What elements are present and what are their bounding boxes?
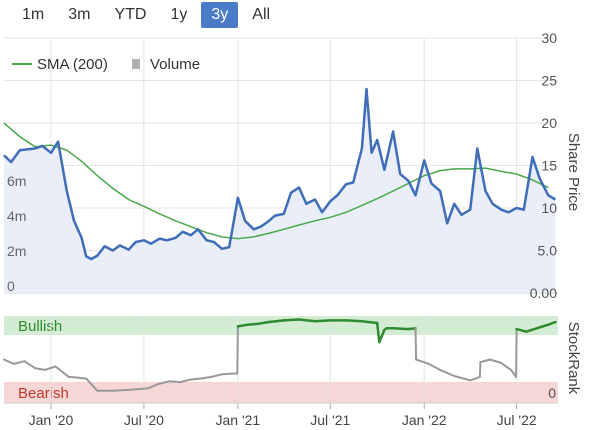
range-1m-button[interactable]: 1m bbox=[12, 2, 54, 28]
range-ytd-button[interactable]: YTD bbox=[104, 2, 156, 28]
sma-line bbox=[3, 122, 549, 240]
price-tick-label: 10 bbox=[541, 200, 557, 216]
stockrank-axis-label: StockRank bbox=[565, 322, 582, 395]
x-tick-label: Jul '22 bbox=[497, 412, 537, 428]
stockrank-segment bbox=[236, 325, 239, 375]
legend: SMA (200) Volume bbox=[12, 56, 200, 73]
price-tick-label: 25 bbox=[541, 73, 557, 89]
stockrank-segment bbox=[127, 388, 140, 391]
stockrank-segment bbox=[407, 326, 417, 331]
stockrank-min-tick: 0 bbox=[548, 385, 556, 401]
x-tick-label: Jul '20 bbox=[124, 412, 164, 428]
stockrank-segment bbox=[414, 327, 418, 361]
price-axis-ticks: 30 25 20 15 10 5.0 0.00 bbox=[530, 30, 557, 301]
bullish-band bbox=[4, 316, 558, 335]
stockrank-segment bbox=[515, 327, 528, 333]
range-all-button[interactable]: All bbox=[242, 2, 280, 28]
stockrank-segment bbox=[479, 358, 492, 364]
stockrank-segment bbox=[257, 320, 270, 326]
x-axis-ticks: Jan '20 Jul '20 Jan '21 Jul '21 Jan '22 Jul '… bbox=[4, 402, 558, 428]
stockrank-segment bbox=[199, 375, 213, 380]
stockrank-segment bbox=[54, 365, 65, 374]
price-line bbox=[3, 87, 557, 261]
stockrank-segment bbox=[12, 360, 26, 365]
stockrank-segment bbox=[246, 322, 260, 326]
stockrank-segment bbox=[478, 361, 482, 378]
range-3y-button[interactable]: 3y bbox=[201, 2, 239, 28]
price-points bbox=[3, 88, 556, 260]
stockrank-segment bbox=[62, 371, 70, 378]
x-tick-label: Jan '20 bbox=[29, 412, 74, 428]
price-tick-label: 15 bbox=[541, 158, 557, 174]
price-tick-label: 30 bbox=[541, 30, 557, 46]
stockrank-segment bbox=[221, 372, 239, 376]
stockrank-segment bbox=[515, 328, 518, 378]
stockrank-segment bbox=[439, 368, 456, 377]
bullish-label: Bullish bbox=[18, 318, 62, 335]
stockrank-segment bbox=[210, 373, 223, 378]
range-3m-button[interactable]: 3m bbox=[58, 2, 100, 28]
stockrank-segment bbox=[535, 323, 550, 330]
price-tick-label: 20 bbox=[541, 115, 557, 131]
stockrank-segment bbox=[85, 377, 99, 392]
stockrank-segment bbox=[427, 362, 442, 371]
volume-tick-label: 4m bbox=[7, 208, 26, 224]
price-tick-label: 5.0 bbox=[538, 243, 558, 259]
range-1y-button[interactable]: 1y bbox=[160, 2, 197, 28]
stockrank-segment bbox=[500, 362, 512, 371]
stockrank-segment bbox=[157, 380, 171, 385]
stockrank-segment bbox=[147, 382, 160, 390]
stockrank-segment bbox=[282, 318, 301, 322]
stockrank-segment bbox=[78, 376, 88, 380]
stockrank-segment bbox=[236, 323, 249, 328]
stockrank-segment bbox=[3, 358, 15, 365]
stockrank-segment bbox=[179, 378, 192, 384]
legend-volume-label: Volume bbox=[150, 56, 200, 73]
stockrank-segment bbox=[525, 326, 539, 333]
stockrank-segment bbox=[344, 319, 364, 323]
stockrank-segment bbox=[469, 375, 481, 382]
stockrank-segment bbox=[23, 360, 37, 370]
volume-axis-ticks: 0 2m 4m 6m bbox=[7, 173, 26, 294]
stockrank-lines bbox=[3, 318, 557, 392]
share-price-axis-label: Share Price bbox=[565, 133, 582, 211]
stockrank-segment bbox=[489, 358, 503, 364]
volume-tick-label: 6m bbox=[7, 173, 26, 189]
bearish-band bbox=[4, 382, 558, 403]
range-selector: 1m 3m YTD 1y 3y All bbox=[12, 2, 280, 30]
stockrank-segment bbox=[375, 321, 381, 344]
volume-tick-label: 0 bbox=[7, 278, 15, 294]
stockrank-segment bbox=[297, 318, 317, 323]
stockrank-segment bbox=[547, 320, 557, 326]
stockrank-segment bbox=[391, 326, 410, 331]
stockrank-segment bbox=[168, 380, 182, 384]
stockrank-segment bbox=[111, 388, 130, 392]
stockrank-segment bbox=[137, 387, 150, 391]
stockrank-segment bbox=[313, 319, 332, 323]
legend-volume-swatch bbox=[132, 59, 140, 69]
stockrank-segment bbox=[266, 319, 286, 324]
stockrank-segment bbox=[415, 358, 430, 365]
volume-tick-label: 2m bbox=[7, 243, 26, 259]
stockrank-segment bbox=[67, 375, 81, 379]
stockrank-segment bbox=[453, 375, 472, 382]
x-tick-label: Jul '21 bbox=[310, 412, 350, 428]
x-tick-label: Jan '21 bbox=[215, 412, 260, 428]
stockrank-segment bbox=[43, 365, 57, 371]
legend-sma-label: SMA (200) bbox=[37, 56, 108, 73]
x-tick-label: Jan '22 bbox=[402, 412, 447, 428]
stockrank-segment bbox=[360, 319, 379, 325]
price-tick-label: 0.00 bbox=[530, 285, 557, 301]
stockrank-panel: Bullish Bearish 100 0 StockRank bbox=[3, 316, 582, 403]
stockrank-segment bbox=[34, 367, 46, 371]
bearish-label: Bearish bbox=[18, 385, 69, 402]
stockrank-segment bbox=[189, 377, 202, 381]
stockrank-segment bbox=[378, 328, 386, 344]
